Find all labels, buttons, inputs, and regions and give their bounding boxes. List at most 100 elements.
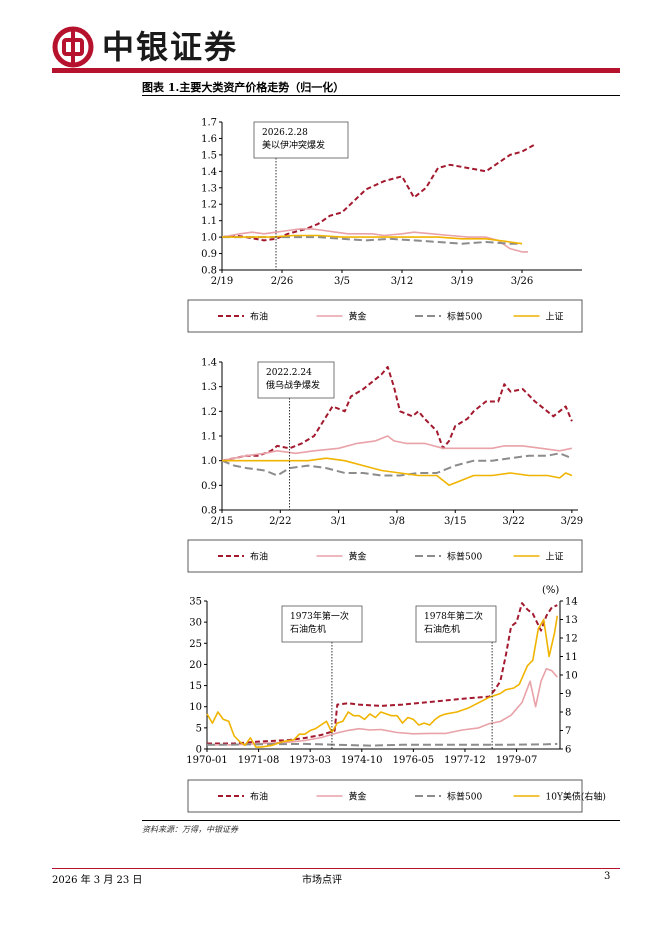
y-tick-label: 20 <box>189 660 202 671</box>
y-tick-label: 1.6 <box>201 134 217 145</box>
legend-label: 10Y美债(右轴) <box>546 791 606 803</box>
y-tick-label: 1.0 <box>201 456 217 467</box>
annotation-text: 石油危机 <box>290 623 326 635</box>
y-tick-label: 5 <box>196 723 202 734</box>
y-tick-label: 1.4 <box>201 167 217 178</box>
figure-title: 图表 1.主要大类资产价格走势（归一化） <box>142 81 345 94</box>
y-tick-label: 1.5 <box>201 150 217 161</box>
legend-label: 标普500 <box>447 791 482 803</box>
series-line-黄金 <box>207 667 558 746</box>
footer-date: 2026 年 3 月 23 日 <box>52 875 143 886</box>
x-tick-label: 1976-05 <box>393 755 435 766</box>
series-line-10Y美债(右轴) <box>206 615 559 748</box>
y-tick-label: 35 <box>189 597 202 608</box>
annotation-text: 石油危机 <box>424 623 460 635</box>
y2-tick-label: 10 <box>565 671 578 682</box>
legend-label: 上证 <box>546 552 564 563</box>
annotation-text: 1973年第一次 <box>290 610 349 622</box>
legend-label: 黄金 <box>349 551 367 563</box>
x-tick-label: 1971-08 <box>238 755 280 766</box>
annotation-box <box>281 605 363 643</box>
y2-tick-label: 14 <box>565 597 578 608</box>
y-tick-label: 30 <box>189 618 202 629</box>
x-tick-label: 2/22 <box>269 516 291 527</box>
series-line-布油 <box>221 144 535 242</box>
y-tick-label: 1.4 <box>201 358 217 369</box>
brand-name: 中银证券 <box>102 28 239 66</box>
series-line-布油 <box>207 602 558 745</box>
y2-tick-label: 9 <box>565 689 571 700</box>
series-line-标普500 <box>221 452 573 477</box>
y-tick-label: 1.7 <box>201 118 217 129</box>
legend-label: 黄金 <box>349 791 367 803</box>
legend-label: 标普500 <box>447 551 482 563</box>
y2-tick-label: 6 <box>565 745 571 756</box>
x-tick-label: 1979-07 <box>496 755 538 766</box>
y-tick-label: 0.9 <box>201 249 217 260</box>
y-tick-label: 1.2 <box>201 200 217 211</box>
x-tick-label: 3/5 <box>334 276 350 287</box>
y-tick-label: 1.2 <box>201 407 217 418</box>
header-bar <box>52 68 620 73</box>
y2-tick-label: 13 <box>565 615 578 626</box>
legend-label: 布油 <box>250 311 268 323</box>
y2-tick-label: 12 <box>565 634 578 645</box>
legend-label: 黄金 <box>349 311 367 323</box>
y-tick-label: 25 <box>189 639 202 650</box>
y-tick-label: 1.1 <box>201 432 217 443</box>
y-tick-label: 0.9 <box>201 481 217 492</box>
series-line-上证 <box>222 234 523 245</box>
y-tick-label: 10 <box>189 702 202 713</box>
legend-label: 布油 <box>250 791 268 803</box>
legend-label: 上证 <box>546 312 564 323</box>
x-tick-label: 1973-03 <box>289 755 331 766</box>
x-tick-label: 1974-10 <box>341 755 383 766</box>
y-tick-label: 1.0 <box>201 233 217 244</box>
y-tick-label: 1.3 <box>201 183 217 194</box>
series-line-黄金 <box>221 435 573 462</box>
x-tick-label: 3/26 <box>511 276 533 287</box>
footer-rule <box>52 868 620 869</box>
legend-box <box>187 779 583 813</box>
x-tick-label: 2/26 <box>271 276 293 287</box>
x-tick-label: 3/12 <box>391 276 413 287</box>
annotation-text: 2022.2.24 <box>266 368 312 378</box>
x-tick-label: 3/29 <box>561 516 583 527</box>
annotation-text: 美以伊冲突爆发 <box>262 139 325 151</box>
y2-tick-label: 11 <box>565 652 578 663</box>
y-tick-label: 15 <box>189 681 202 692</box>
annotation-text: 1978年第二次 <box>424 610 483 622</box>
y-tick-label: 0 <box>196 745 202 756</box>
annotation-text: 俄乌战争爆发 <box>266 379 320 391</box>
y2-unit-label: (%) <box>542 585 559 596</box>
series-line-黄金 <box>221 228 528 253</box>
source-rule <box>142 820 620 821</box>
x-tick-label: 2/19 <box>211 276 233 287</box>
series-line-上证 <box>222 457 573 487</box>
legend-label: 标普500 <box>447 311 482 323</box>
x-tick-label: 3/22 <box>502 516 524 527</box>
bank-of-china-logo-icon <box>52 26 94 68</box>
legend-label: 布油 <box>250 551 268 563</box>
x-tick-label: 1970-01 <box>186 755 228 766</box>
y-tick-label: 1.1 <box>201 216 217 227</box>
footer-label: 市场点评 <box>302 875 342 886</box>
page-number: 3 <box>604 871 611 882</box>
y2-tick-label: 7 <box>565 726 571 737</box>
y-tick-label: 0.8 <box>201 506 217 517</box>
annotation-text: 2026.2.28 <box>262 128 308 138</box>
y-tick-label: 1.3 <box>201 382 217 393</box>
x-tick-label: 2/15 <box>211 516 233 527</box>
y-tick-label: 0.8 <box>201 266 217 277</box>
annotation-box <box>415 605 497 643</box>
figure-source: 资料来源：万得，中银证券 <box>142 825 238 834</box>
annotation-box <box>257 361 335 399</box>
series-line-布油 <box>221 365 573 462</box>
series-line-标普500 <box>206 742 558 747</box>
y2-tick-label: 8 <box>565 708 571 719</box>
x-tick-label: 3/1 <box>331 516 347 527</box>
x-tick-label: 3/19 <box>451 276 473 287</box>
figure-title-rule <box>142 95 620 96</box>
x-tick-label: 3/15 <box>444 516 466 527</box>
